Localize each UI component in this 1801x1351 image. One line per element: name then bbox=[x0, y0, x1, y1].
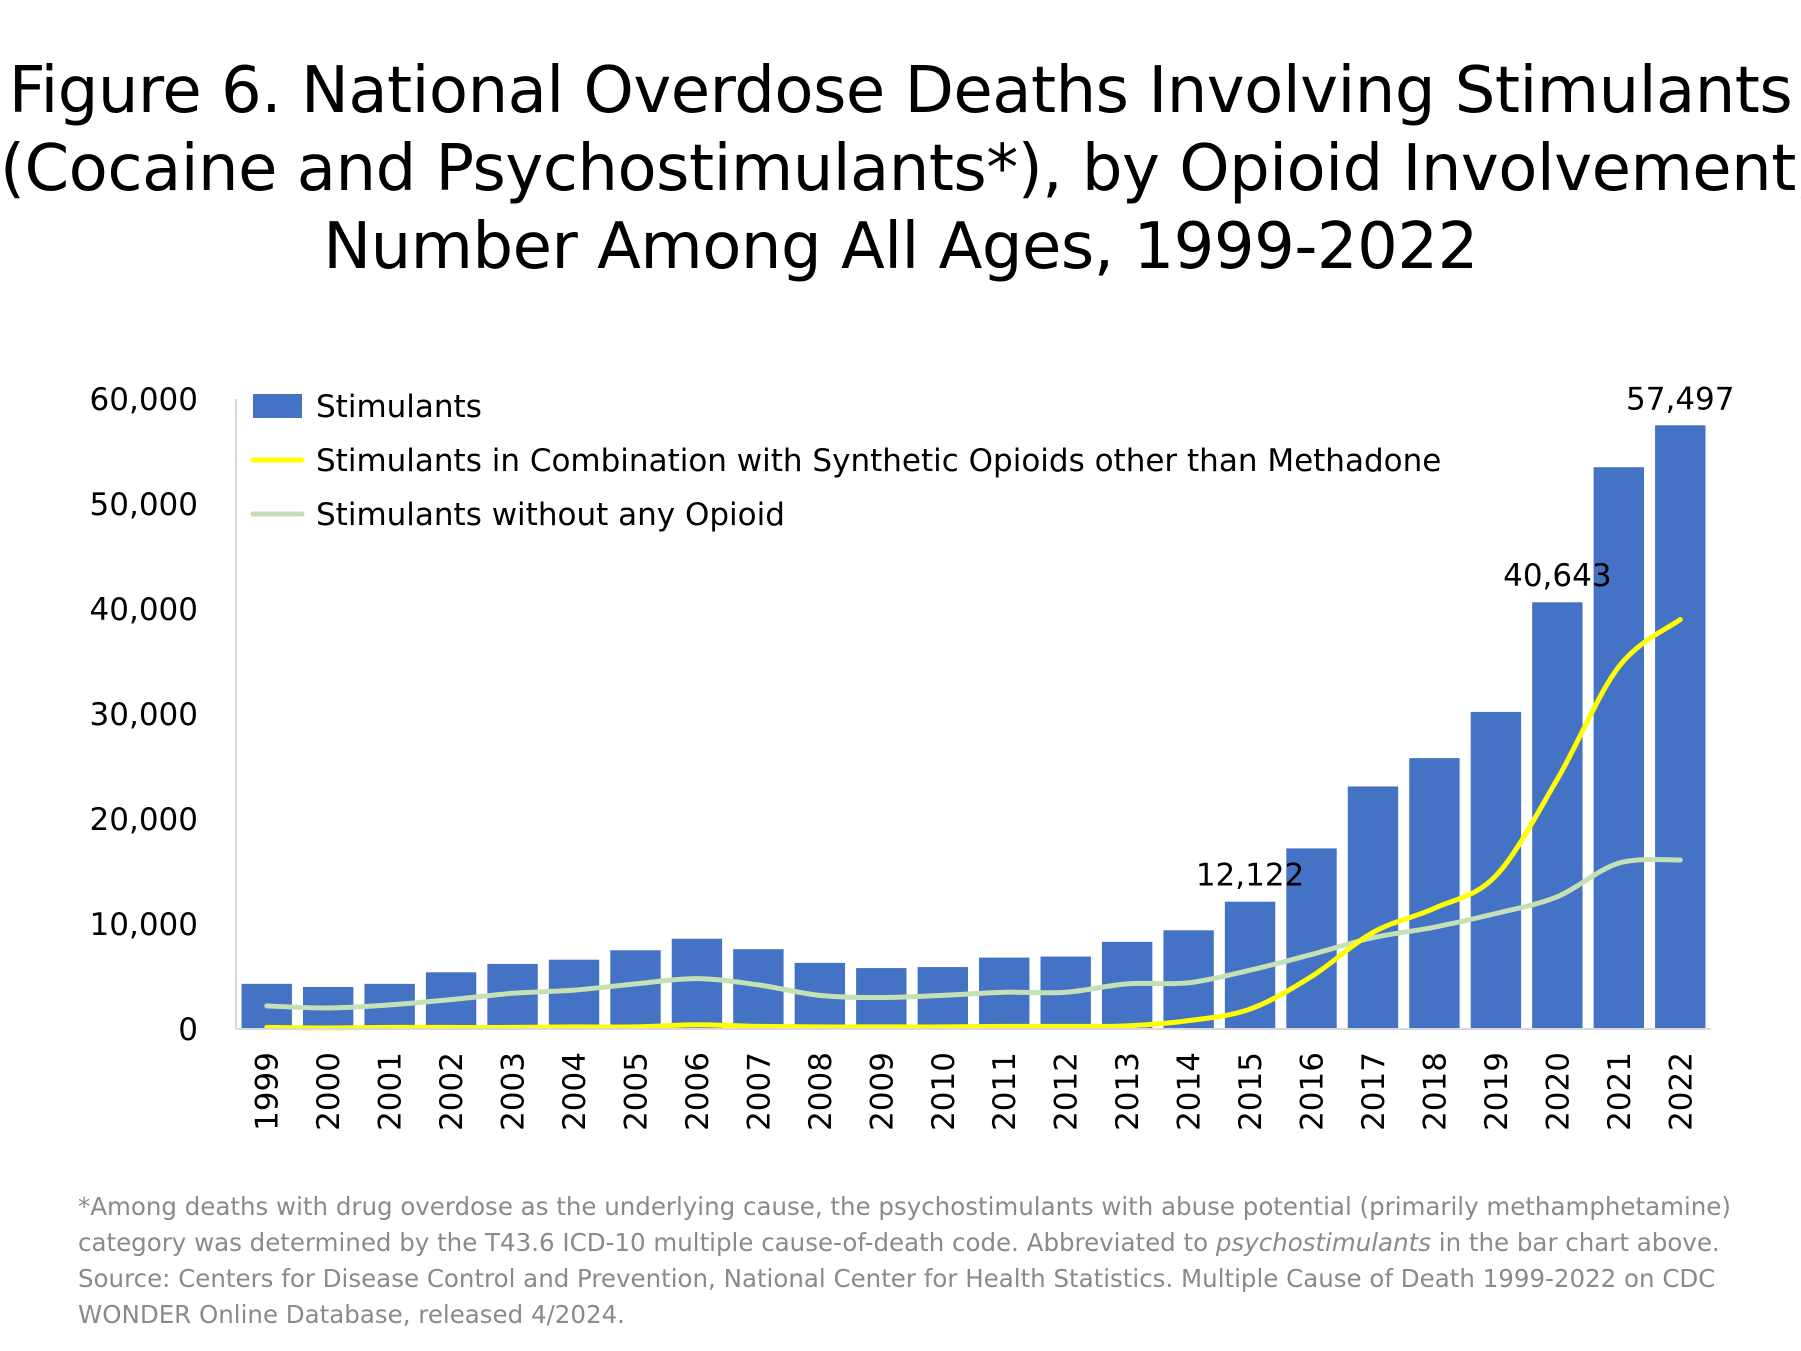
line-series bbox=[264, 617, 1683, 1031]
y-axis: 0 10,000 20,000 30,000 40,000 50,000 60,000 bbox=[90, 382, 237, 1048]
x-tick-label: 1999 bbox=[250, 1052, 286, 1131]
x-tick-label: 2004 bbox=[557, 1052, 593, 1131]
x-tick-label: 2009 bbox=[864, 1052, 900, 1131]
bar-stimulants-2017 bbox=[1347, 786, 1399, 1029]
y-tick-label: 10,000 bbox=[90, 907, 198, 943]
footnote-line-2-start: category was determined by the T43.6 ICD… bbox=[78, 1228, 1216, 1257]
line-stimulants-in-combination-with-synthetic-opioids-other-than-methadone bbox=[264, 617, 1683, 1031]
bar-stimulants-2016 bbox=[1286, 848, 1337, 1029]
legend: Stimulants Stimulants in Combination with… bbox=[250, 389, 1441, 533]
x-tick-label: 2002 bbox=[434, 1052, 470, 1131]
bar-stimulants-2006 bbox=[671, 938, 723, 1029]
x-tick-label: 2016 bbox=[1295, 1052, 1331, 1131]
chart-title-line-2: (Cocaine and Psychostimulants*), by Opio… bbox=[0, 132, 1801, 206]
x-tick-label: 2020 bbox=[1540, 1052, 1576, 1131]
legend-label-stimulants: Stimulants bbox=[316, 389, 482, 425]
line-stimulants-without-any-opioid bbox=[264, 856, 1683, 1011]
footnote-line-4: WONDER Online Database, released 4/2024. bbox=[78, 1300, 625, 1329]
bar-stimulants-2018 bbox=[1409, 758, 1460, 1029]
y-tick-label: 30,000 bbox=[90, 697, 198, 733]
y-tick-label: 20,000 bbox=[90, 802, 198, 838]
x-tick-label: 2006 bbox=[680, 1052, 716, 1131]
x-tick-label: 2021 bbox=[1602, 1052, 1638, 1131]
footnote-line-3: Source: Centers for Disease Control and … bbox=[78, 1264, 1716, 1293]
stimulants-bar-line-chart: 0 10,000 20,000 30,000 40,000 50,000 60,000 12… bbox=[90, 381, 1735, 1131]
x-axis: 1999 2000 2001 2002 2003 2004 2005 2006 2007 2008… bbox=[236, 1028, 1711, 1131]
chart-title-line-1: Figure 6. National Overdose Deaths Invol… bbox=[8, 54, 1793, 128]
x-tick-label: 2018 bbox=[1417, 1052, 1453, 1131]
x-tick-label: 2011 bbox=[987, 1052, 1023, 1131]
bar-stimulants-2019 bbox=[1470, 711, 1522, 1029]
x-tick-label: 2015 bbox=[1233, 1052, 1269, 1131]
footnote: *Among deaths with drug overdose as the … bbox=[78, 1189, 1758, 1333]
bar-stimulants-2022 bbox=[1655, 425, 1706, 1029]
x-tick-label: 2014 bbox=[1172, 1052, 1208, 1131]
legend-swatch-stimulants bbox=[253, 394, 302, 418]
x-tick-label: 2022 bbox=[1663, 1052, 1699, 1131]
x-tick-label: 2013 bbox=[1110, 1052, 1146, 1131]
bar-stimulants-2021 bbox=[1593, 467, 1645, 1029]
x-tick-label: 2010 bbox=[926, 1052, 962, 1131]
x-tick-label: 2001 bbox=[373, 1052, 409, 1131]
footnote-line-2-end: in the bar chart above. bbox=[1430, 1228, 1720, 1257]
data-labels: 12,122 40,643 57,497 bbox=[1196, 381, 1735, 893]
footnote-line-1: *Among deaths with drug overdose as the … bbox=[78, 1192, 1731, 1221]
legend-label-stimulants-in-combination-with-synthetic-opioids-other-than-methadone: Stimulants in Combination with Synthetic… bbox=[316, 443, 1441, 479]
bar-stimulants-2020 bbox=[1532, 602, 1583, 1029]
footnote-line-2: category was determined by the T43.6 ICD… bbox=[78, 1225, 1758, 1261]
footnote-line-2-emphasis: psychostimulants bbox=[1215, 1228, 1431, 1257]
y-tick-label: 0 bbox=[178, 1012, 198, 1048]
x-tick-label: 2017 bbox=[1356, 1052, 1392, 1131]
x-tick-label: 2007 bbox=[741, 1052, 777, 1131]
x-tick-label: 2000 bbox=[311, 1052, 347, 1131]
legend-label-stimulants-without-any-opioid: Stimulants without any Opioid bbox=[316, 497, 785, 533]
data-label-2020: 40,643 bbox=[1503, 558, 1611, 594]
bar-stimulants-2004 bbox=[548, 959, 600, 1029]
bar-stimulants-2005 bbox=[610, 950, 661, 1029]
bar-series bbox=[241, 425, 1706, 1029]
x-tick-label: 2019 bbox=[1479, 1052, 1515, 1131]
y-tick-label: 40,000 bbox=[90, 592, 198, 628]
x-tick-label: 2008 bbox=[803, 1052, 839, 1131]
y-tick-label: 60,000 bbox=[90, 382, 198, 418]
data-label-2015: 12,122 bbox=[1196, 858, 1304, 894]
chart-title-line-3: Number Among All Ages, 1999-2022 bbox=[323, 210, 1478, 284]
chart-title: Figure 6. National Overdose Deaths Invol… bbox=[0, 52, 1801, 286]
x-tick-label: 2005 bbox=[618, 1052, 654, 1131]
data-label-2022: 57,497 bbox=[1626, 381, 1734, 417]
x-tick-label: 2012 bbox=[1049, 1052, 1085, 1131]
y-tick-label: 50,000 bbox=[90, 487, 198, 523]
x-tick-label: 2003 bbox=[496, 1052, 532, 1131]
